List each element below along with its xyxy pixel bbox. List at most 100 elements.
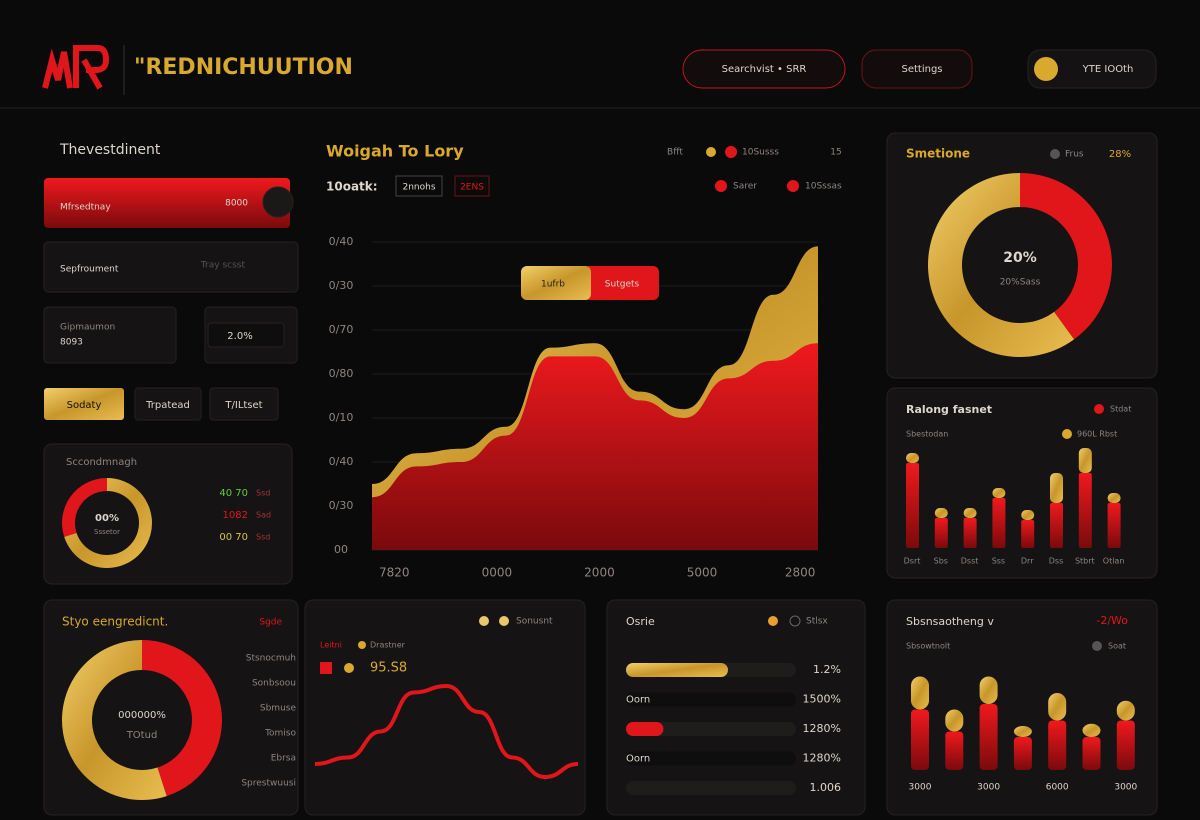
label: 1.006 (810, 781, 842, 794)
capsule-bar (1082, 737, 1101, 770)
bar (1078, 473, 1092, 548)
label: 10Susss (742, 148, 779, 158)
progress-track (626, 692, 796, 707)
bar (906, 453, 919, 463)
button-label: Searchvist • SRR (722, 64, 807, 75)
label: 8093 (60, 338, 83, 348)
legend-swatch (768, 616, 778, 626)
bar (1021, 520, 1035, 548)
progress-track (626, 781, 796, 795)
label: Sccondmnagh (66, 457, 137, 468)
x-tick-label: 3000 (1114, 783, 1137, 793)
label: Sutgets (605, 280, 640, 290)
capsule-bar (1048, 693, 1067, 721)
label: Oorn (626, 695, 650, 706)
x-tick-label: Dsrt (904, 557, 921, 566)
label: 8000 (225, 199, 248, 209)
label: 1280% (803, 722, 841, 735)
x-tick-label: Dss (1049, 557, 1064, 566)
label: 2.0% (227, 331, 252, 342)
button-label: Settings (901, 64, 942, 75)
legend-swatch (1062, 429, 1072, 439)
label: TOtud (126, 730, 158, 741)
progress-track (626, 722, 796, 736)
label: 1.2% (813, 663, 841, 676)
legend-swatch (1092, 641, 1102, 651)
legend-swatch (725, 146, 737, 158)
label: 95.S8 (370, 661, 407, 676)
capsule-bar (1116, 700, 1135, 721)
chart-title: Woigah To Lory (326, 142, 464, 161)
y-tick-label: 0/40 (329, 455, 354, 468)
label: Sgde (259, 618, 282, 628)
label: Ssd (256, 489, 270, 498)
label: 20%Sass (1000, 278, 1041, 288)
label: Sarer (733, 182, 757, 192)
label: Drastner (370, 641, 406, 650)
label: Sonusnt (516, 617, 553, 627)
label: Sprestwuusi (241, 779, 296, 789)
label: 000000% (118, 710, 166, 721)
label: Oorn (626, 754, 650, 765)
x-tick-label: 3000 (909, 783, 932, 793)
legend-swatch (1094, 404, 1104, 414)
label: 1082 (223, 510, 248, 521)
capsule-bar (945, 709, 964, 732)
bar (1078, 448, 1092, 473)
label: Bfft (667, 148, 683, 158)
label: Sepfroument (60, 265, 119, 275)
bar (1107, 503, 1121, 548)
bar (992, 498, 1006, 548)
bar (1107, 493, 1121, 503)
card-title: Ralong fasnet (906, 403, 992, 416)
progress-track (626, 751, 796, 766)
label: 2ENS (460, 183, 484, 193)
label: Sbsowtnolt (906, 642, 950, 651)
y-tick-label: 0/30 (329, 499, 354, 512)
y-tick-label: 0/40 (329, 235, 354, 248)
label: Frus (1065, 150, 1084, 160)
capsule-bar (979, 676, 998, 704)
capsule-bar (1013, 737, 1032, 770)
legend-swatch (1050, 149, 1060, 159)
capsule-bar (979, 704, 998, 770)
tooltip (521, 266, 591, 300)
x-tick-label: Stbrt (1075, 557, 1095, 566)
label: Stlsx (806, 617, 828, 627)
legend-swatch (479, 616, 489, 626)
legend-swatch (344, 663, 354, 673)
label: Sad (256, 511, 271, 520)
bar (934, 518, 948, 548)
capsule-bar (1082, 723, 1101, 737)
label: Leitni (320, 641, 342, 650)
label: Stsnocmuh (246, 654, 296, 664)
area (372, 343, 818, 550)
label: Mfrsedtnay (60, 203, 111, 213)
y-tick-label: 0/30 (329, 279, 354, 292)
x-tick-label: 5000 (687, 566, 718, 580)
donut-segment (61, 640, 167, 800)
x-tick-label: Otlan (1103, 557, 1125, 566)
capsule-bar (1116, 720, 1135, 770)
capsule-bar (911, 676, 929, 710)
y-tick-label: 0/70 (329, 323, 354, 336)
label: Ebrsa (271, 754, 296, 764)
label: 2nnohs (402, 183, 435, 193)
capsule-bar (911, 709, 929, 770)
legend-swatch (499, 616, 509, 626)
legend-swatch (706, 147, 716, 157)
x-tick-label: Drr (1021, 557, 1034, 566)
card-title: Osrie (626, 615, 655, 628)
bar (1050, 473, 1063, 503)
bar (963, 508, 977, 518)
capsule-bar (945, 731, 964, 770)
donut-segment (928, 173, 1075, 357)
x-tick-label: 6000 (1046, 783, 1069, 793)
x-tick-label: Sss (992, 557, 1005, 566)
capsule-bar (1048, 720, 1067, 770)
label: Sbestodan (906, 430, 948, 439)
x-tick-label: Sbs (934, 557, 948, 566)
card-title: Sbsnsaotheng v (906, 615, 994, 628)
label: Tomiso (264, 729, 296, 739)
